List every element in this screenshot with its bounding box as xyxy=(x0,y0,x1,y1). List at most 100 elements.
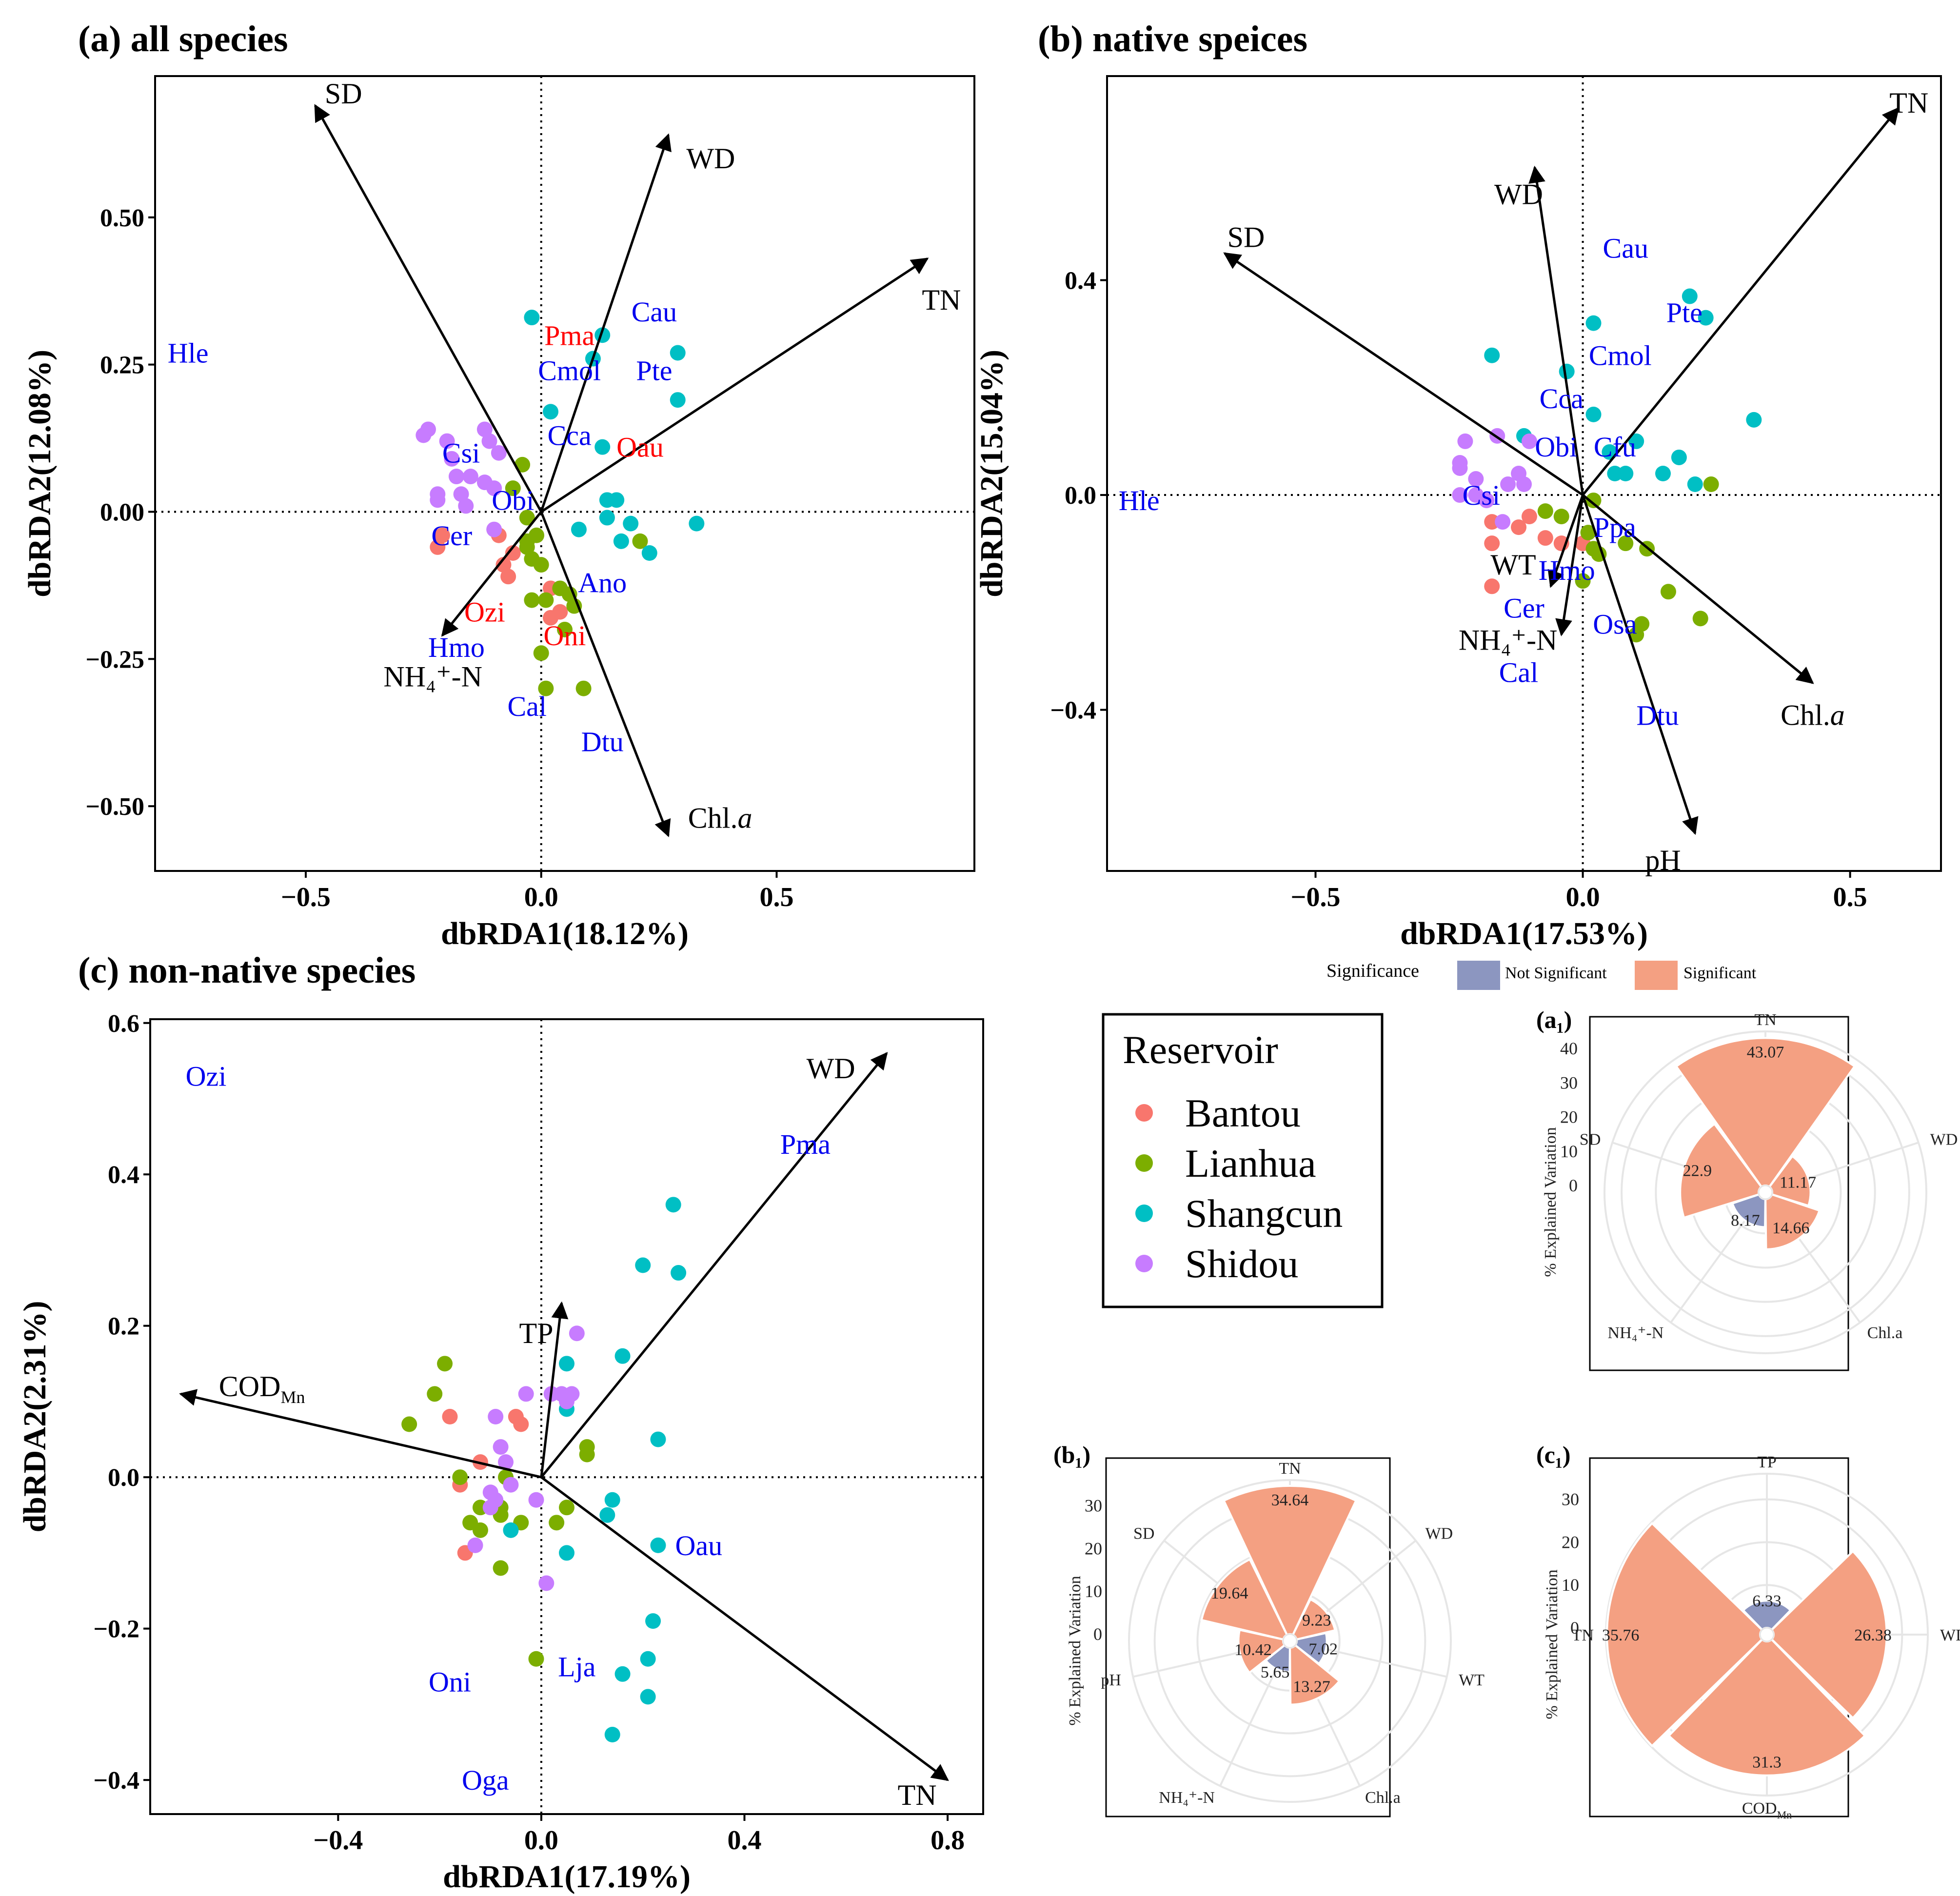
not-significant-label: Not Significant xyxy=(1505,964,1607,982)
env-label-main: WD xyxy=(1494,178,1543,210)
category-main: WT xyxy=(1459,1671,1485,1689)
radial-tick-label: 30 xyxy=(1562,1490,1579,1509)
site-point-bantou xyxy=(513,1417,529,1432)
env-label-subscript: Mn xyxy=(280,1387,305,1407)
bar-value-label: 26.38 xyxy=(1854,1626,1892,1644)
site-point-shidou xyxy=(483,1500,498,1515)
site-point-shangcun xyxy=(642,545,657,561)
species-label: Ozi xyxy=(186,1060,227,1092)
category-main: TN xyxy=(1279,1460,1301,1478)
polar-category-label: SD xyxy=(1133,1525,1154,1543)
species-label: Cmol xyxy=(1589,340,1652,372)
site-point-lianhua xyxy=(1554,509,1569,524)
env-label-italic: a xyxy=(737,802,752,834)
radial-tick-label: 0 xyxy=(1093,1624,1102,1644)
x-tick-label: 0.0 xyxy=(524,1825,558,1856)
reservoir-legend: ReservoirBantouLianhuaShangcunShidou xyxy=(1103,1014,1382,1307)
site-point-shidou xyxy=(518,1386,534,1402)
category-main: Chl.a xyxy=(1365,1789,1401,1807)
site-point-shidou xyxy=(1495,514,1510,530)
radial-tick-label: 30 xyxy=(1085,1496,1102,1516)
radial-tick-label: 40 xyxy=(1560,1039,1578,1058)
radial-tick-label: 10 xyxy=(1562,1575,1579,1595)
y-tick-label: 0.25 xyxy=(100,352,144,379)
species-label: Cca xyxy=(548,420,592,452)
radial-tick-label: 10 xyxy=(1560,1142,1578,1161)
env-label-main: Chl. xyxy=(1781,699,1830,731)
env-vector-label: SD xyxy=(1227,221,1265,253)
radial-tick-label: 0 xyxy=(1570,1618,1579,1638)
x-axis-label: dbRDA1(18.12%) xyxy=(441,916,689,951)
site-point-shidou xyxy=(449,469,464,484)
legend-item-label: Shidou xyxy=(1185,1242,1298,1286)
site-point-shangcun xyxy=(615,1348,631,1364)
site-point-shidou xyxy=(529,1492,544,1508)
site-point-bantou xyxy=(1538,530,1553,546)
legend-swatch-bantou xyxy=(1135,1104,1153,1122)
species-label: Oau xyxy=(675,1530,722,1561)
env-label-main: NH₄⁺-N xyxy=(383,661,482,693)
site-point-shidou xyxy=(468,1538,483,1553)
species-label: Ppa xyxy=(1594,512,1636,543)
species-label: Cfu xyxy=(1594,431,1636,463)
site-point-shidou xyxy=(430,492,445,508)
category-main: pH xyxy=(1101,1671,1121,1689)
panel-title: (b₁) xyxy=(1053,1441,1090,1468)
site-point-shangcun xyxy=(1671,450,1687,465)
site-point-shangcun xyxy=(645,1613,661,1629)
site-point-shidou xyxy=(1452,460,1467,476)
env-vector-label: NH₄⁺-N xyxy=(383,661,482,693)
significance-title: Significance xyxy=(1326,961,1419,981)
radial-tick-label: 10 xyxy=(1085,1581,1102,1601)
radial-tick-label: 20 xyxy=(1085,1539,1102,1558)
bar-value-label: 35.76 xyxy=(1602,1626,1640,1644)
species-label: Dtu xyxy=(581,726,624,757)
species-label: Oni xyxy=(544,620,586,652)
site-point-shangcun xyxy=(599,510,615,526)
legend-item-label: Bantou xyxy=(1185,1091,1301,1135)
site-point-shangcun xyxy=(571,522,587,537)
site-point-lianhua xyxy=(493,1560,509,1576)
x-tick-label: 0.0 xyxy=(524,882,558,912)
y-tick-label: 0.2 xyxy=(108,1313,139,1341)
y-tick-label: 0.4 xyxy=(1065,267,1096,295)
species-label: Cca xyxy=(1540,383,1584,415)
site-point-bantou xyxy=(500,569,516,584)
site-point-lianhua xyxy=(559,1500,574,1515)
polar-category-label: TP xyxy=(1757,1453,1777,1471)
site-point-shidou xyxy=(503,1477,518,1493)
species-label: Csi xyxy=(1463,479,1500,511)
bar-value-label: 6.33 xyxy=(1752,1592,1782,1610)
species-label: Hmo xyxy=(428,632,485,663)
site-point-lianhua xyxy=(1538,503,1553,519)
significant-swatch xyxy=(1635,961,1678,990)
env-vector-label: TP xyxy=(519,1317,553,1349)
x-tick-label: 0.4 xyxy=(728,1825,762,1856)
species-label: Cal xyxy=(507,691,547,722)
env-vector-label: NH₄⁺-N xyxy=(1459,624,1558,656)
panel-title: (c) non-native species xyxy=(78,950,416,991)
species-label: Obi xyxy=(1535,431,1577,463)
species-label: Csi xyxy=(442,437,480,469)
polar-category-label: NH₄⁺-N xyxy=(1159,1789,1215,1807)
species-label: Pte xyxy=(1666,297,1703,329)
species-label: Obi xyxy=(492,484,534,516)
category-subscript: Mn xyxy=(1777,1809,1792,1821)
site-point-shangcun xyxy=(1586,407,1602,422)
site-point-lianhua xyxy=(427,1386,442,1402)
y-tick-label: −0.25 xyxy=(85,646,144,673)
bar-value-label: 43.07 xyxy=(1747,1044,1784,1062)
species-label: Ano xyxy=(578,567,627,598)
y-tick-label: −0.50 xyxy=(85,793,144,821)
species-label: Oga xyxy=(462,1764,509,1796)
env-label-main: TN xyxy=(1889,87,1928,119)
polar-axis-label: % Explained Variation xyxy=(1542,1127,1560,1277)
category-main: SD xyxy=(1580,1130,1601,1148)
panel-title: (b) native speices xyxy=(1038,19,1307,59)
env-vector-label: Chl.a xyxy=(688,802,752,834)
radial-tick-label: 30 xyxy=(1560,1073,1578,1092)
y-axis-label: dbRDA2(12.08%) xyxy=(22,350,58,597)
site-point-shangcun xyxy=(671,1265,686,1281)
species-label: Pma xyxy=(780,1128,831,1160)
polar-axis-label: % Explained Variation xyxy=(1066,1576,1084,1725)
